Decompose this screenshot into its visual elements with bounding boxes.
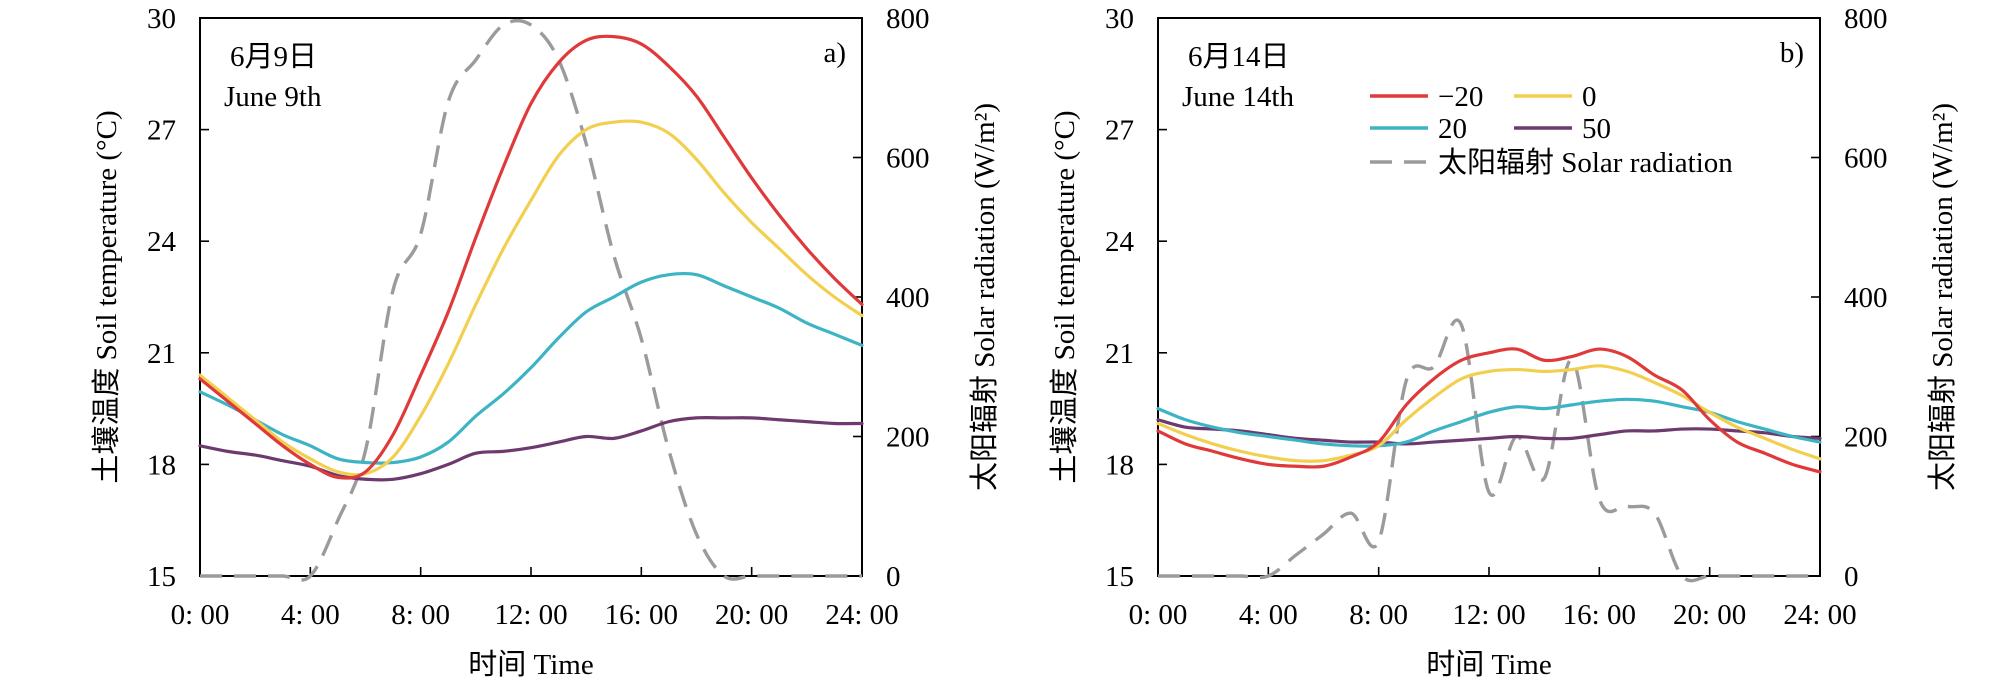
y-left-tick-label: 18	[1105, 449, 1134, 481]
series-line-depth-20	[198, 271, 864, 465]
y-left-tick-label: 21	[147, 338, 176, 370]
y-right-tick-label: 0	[886, 561, 901, 593]
series-line-depth-50	[198, 416, 864, 482]
series-line-depth-50	[1156, 418, 1822, 446]
y-right-tick-label: 0	[1844, 561, 1859, 593]
x-tick-label: 24: 00	[1783, 599, 1856, 631]
x-tick-label: 20: 00	[1673, 599, 1746, 631]
date-label-cn: 6月9日	[230, 41, 317, 73]
series-line-solar-radiation	[200, 18, 862, 582]
series-line-depth-neg20	[1156, 347, 1822, 474]
y-left-tick-label: 15	[1105, 561, 1134, 593]
y-right-tick-label: 600	[886, 143, 930, 175]
y-left-axis-title: 土壤温度 Soil temperature (°C)	[1048, 110, 1081, 483]
series-line-depth-0	[198, 119, 864, 477]
x-tick-label: 12: 00	[494, 599, 567, 631]
x-tick-label: 4: 00	[1239, 599, 1298, 631]
x-tick-label: 12: 00	[1452, 599, 1525, 631]
x-tick-label: 20: 00	[715, 599, 788, 631]
x-tick-label: 4: 00	[281, 599, 340, 631]
y-left-tick-label: 30	[1105, 3, 1134, 35]
legend-label: 0	[1582, 81, 1597, 113]
x-tick-label: 0: 00	[171, 599, 230, 631]
y-left-tick-label: 30	[147, 3, 176, 35]
y-right-tick-label: 200	[886, 422, 930, 454]
panel-label: a)	[823, 37, 846, 69]
y-right-tick-label: 800	[1844, 3, 1888, 35]
panel-a: 0: 00 4: 00 8: 00 12: 00 16: 00 20: 00 24: 00 1…	[90, 3, 1001, 681]
date-label-cn: 6月14日	[1188, 41, 1290, 73]
y-right-tick-label: 200	[1844, 422, 1888, 454]
x-axis-title: 时间 Time	[1426, 648, 1551, 681]
legend-label: 太阳辐射 Solar radiation	[1438, 146, 1733, 179]
x-tick-label: 8: 00	[391, 599, 450, 631]
y-left-tick-label: 21	[1105, 338, 1134, 370]
y-left-tick-label: 27	[147, 115, 176, 147]
x-tick-label: 16: 00	[605, 599, 678, 631]
series-line-depth-0	[1156, 364, 1822, 463]
legend-label: 20	[1438, 113, 1467, 145]
y-left-axis-title: 土壤温度 Soil temperature (°C)	[90, 110, 123, 483]
y-right-tick-label: 400	[1844, 282, 1888, 314]
date-label-en: June 14th	[1182, 81, 1294, 113]
series-line-solar-radiation	[1158, 318, 1820, 583]
y-left-tick-label: 18	[147, 449, 176, 481]
x-tick-label: 0: 00	[1129, 599, 1188, 631]
x-axis-title: 时间 Time	[468, 648, 593, 681]
legend-label: 50	[1582, 113, 1611, 145]
y-right-axis-title: 太阳辐射 Solar radiation (W/m²)	[1926, 103, 1959, 491]
y-right-tick-label: 800	[886, 3, 930, 35]
y-right-tick-label: 600	[1844, 143, 1888, 175]
x-tick-label: 16: 00	[1563, 599, 1636, 631]
series-line-depth-neg20	[198, 34, 864, 480]
y-right-axis-title: 太阳辐射 Solar radiation (W/m²)	[968, 103, 1001, 491]
y-left-tick-label: 24	[1105, 226, 1135, 258]
legend-label: −20	[1438, 81, 1483, 113]
y-right-tick-label: 400	[886, 282, 930, 314]
date-label-en: June 9th	[224, 81, 322, 113]
panel-label: b)	[1780, 37, 1804, 69]
y-left-tick-label: 15	[147, 561, 176, 593]
x-tick-label: 8: 00	[1349, 599, 1408, 631]
y-left-tick-label: 27	[1105, 115, 1134, 147]
y-left-tick-label: 24	[147, 226, 177, 258]
panel-b: 0: 00 4: 00 8: 00 12: 00 16: 00 20: 00 24: 00 1…	[1048, 3, 1959, 681]
x-tick-label: 24: 00	[825, 599, 898, 631]
